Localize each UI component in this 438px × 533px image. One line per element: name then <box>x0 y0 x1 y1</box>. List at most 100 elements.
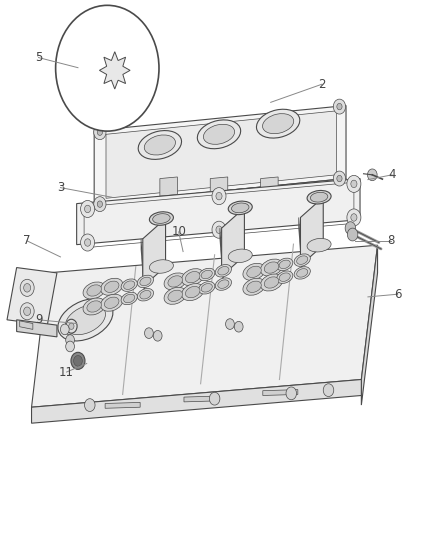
Ellipse shape <box>144 135 176 155</box>
Ellipse shape <box>182 284 204 301</box>
Circle shape <box>153 330 162 341</box>
Polygon shape <box>143 219 166 287</box>
Ellipse shape <box>279 273 290 281</box>
Ellipse shape <box>279 260 290 269</box>
Ellipse shape <box>185 271 200 283</box>
Ellipse shape <box>182 269 204 286</box>
Polygon shape <box>210 177 228 196</box>
Ellipse shape <box>294 254 311 266</box>
Ellipse shape <box>149 212 173 225</box>
Ellipse shape <box>168 276 183 287</box>
Polygon shape <box>160 177 177 196</box>
Polygon shape <box>94 106 346 204</box>
Ellipse shape <box>218 266 229 275</box>
Text: 10: 10 <box>171 225 186 238</box>
Circle shape <box>74 356 82 366</box>
Circle shape <box>85 239 91 246</box>
Polygon shape <box>77 179 360 245</box>
Ellipse shape <box>294 266 311 279</box>
Ellipse shape <box>297 269 308 277</box>
Circle shape <box>65 324 74 335</box>
Polygon shape <box>94 179 346 222</box>
Ellipse shape <box>137 288 154 301</box>
Ellipse shape <box>101 294 123 311</box>
Circle shape <box>347 175 361 192</box>
Ellipse shape <box>228 249 252 263</box>
Circle shape <box>216 192 222 200</box>
Circle shape <box>333 99 346 114</box>
Ellipse shape <box>218 280 229 288</box>
Circle shape <box>20 279 34 296</box>
Ellipse shape <box>65 305 106 335</box>
Polygon shape <box>261 177 278 196</box>
Ellipse shape <box>164 273 186 290</box>
Polygon shape <box>222 208 244 276</box>
Ellipse shape <box>104 297 119 309</box>
Ellipse shape <box>137 275 154 288</box>
Circle shape <box>24 307 31 316</box>
Circle shape <box>85 205 91 213</box>
Ellipse shape <box>261 259 283 276</box>
Ellipse shape <box>247 266 261 278</box>
Circle shape <box>60 324 69 335</box>
Circle shape <box>145 328 153 338</box>
Ellipse shape <box>198 281 215 294</box>
Ellipse shape <box>87 301 102 312</box>
Polygon shape <box>32 379 361 423</box>
Circle shape <box>234 321 243 332</box>
Ellipse shape <box>198 268 215 281</box>
Circle shape <box>337 103 342 110</box>
Circle shape <box>212 188 226 205</box>
Circle shape <box>347 228 358 241</box>
Circle shape <box>81 234 95 251</box>
Polygon shape <box>106 111 336 198</box>
Circle shape <box>56 5 159 131</box>
Circle shape <box>94 197 106 212</box>
Ellipse shape <box>257 109 300 138</box>
Circle shape <box>97 201 102 207</box>
Circle shape <box>345 222 356 235</box>
Polygon shape <box>220 228 223 287</box>
Polygon shape <box>17 320 57 337</box>
Ellipse shape <box>264 277 279 288</box>
Ellipse shape <box>58 298 113 341</box>
Ellipse shape <box>104 281 119 293</box>
Circle shape <box>66 319 77 333</box>
Circle shape <box>226 319 234 329</box>
Ellipse shape <box>124 281 135 289</box>
Polygon shape <box>300 197 323 265</box>
Polygon shape <box>263 390 298 395</box>
Circle shape <box>333 171 346 186</box>
Circle shape <box>209 392 220 405</box>
Ellipse shape <box>185 286 200 298</box>
Polygon shape <box>184 396 219 402</box>
Ellipse shape <box>297 256 308 264</box>
Text: 8: 8 <box>388 235 395 247</box>
Ellipse shape <box>261 274 283 291</box>
Circle shape <box>71 352 85 369</box>
Circle shape <box>66 341 74 352</box>
Circle shape <box>212 221 226 238</box>
Circle shape <box>337 175 342 182</box>
Polygon shape <box>20 321 33 329</box>
Ellipse shape <box>228 201 252 215</box>
Ellipse shape <box>124 294 135 303</box>
Ellipse shape <box>307 238 331 252</box>
Ellipse shape <box>140 290 151 299</box>
Ellipse shape <box>215 278 232 290</box>
Ellipse shape <box>140 277 151 286</box>
Ellipse shape <box>121 292 138 305</box>
Polygon shape <box>299 217 302 276</box>
Ellipse shape <box>243 263 265 280</box>
Ellipse shape <box>83 298 105 315</box>
Circle shape <box>347 209 361 226</box>
Ellipse shape <box>101 278 123 295</box>
Circle shape <box>24 284 31 292</box>
Text: 11: 11 <box>59 366 74 378</box>
Ellipse shape <box>121 279 138 292</box>
Ellipse shape <box>198 120 240 149</box>
Ellipse shape <box>164 287 186 304</box>
Ellipse shape <box>138 131 181 159</box>
Ellipse shape <box>83 282 105 299</box>
Polygon shape <box>32 245 378 407</box>
